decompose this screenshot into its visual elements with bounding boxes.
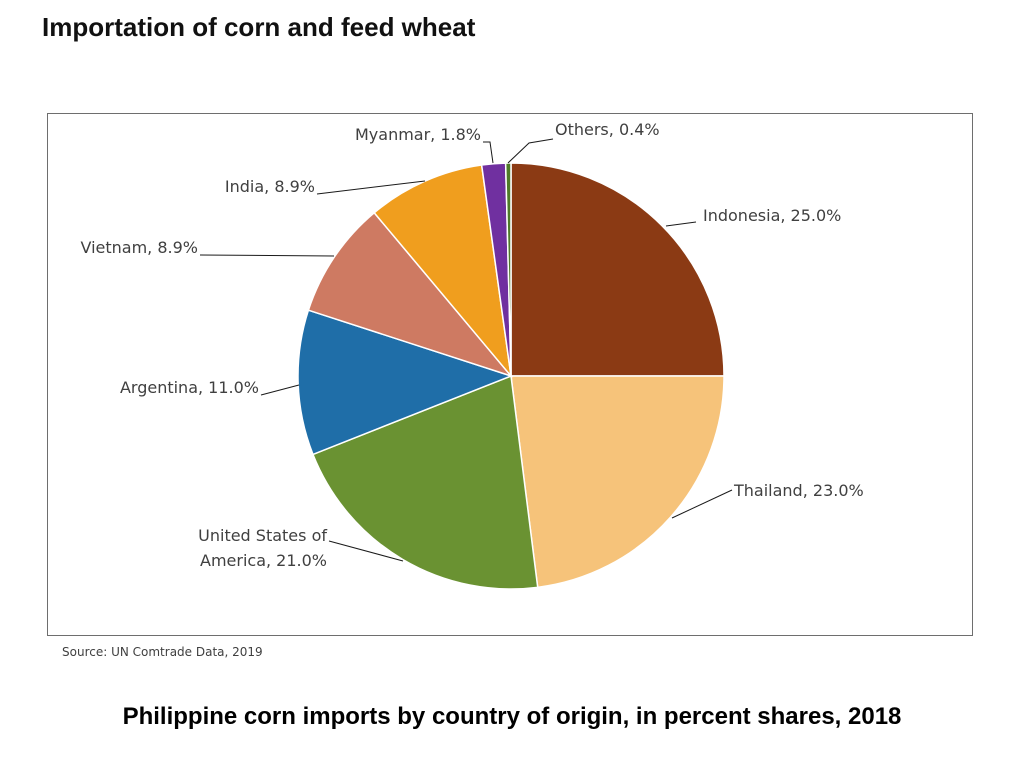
slice-label-united-states-of-america: United States of America, 21.0% — [198, 526, 327, 570]
pie-slice-indonesia — [510, 162, 725, 377]
pie-slice-thailand — [510, 375, 725, 589]
pie-slice-united-states-of-america — [311, 374, 539, 590]
chart-frame: Indonesia, 25.0% Thailand, 23.0% United St… — [47, 113, 973, 636]
leader-line-indonesia — [665, 221, 697, 227]
leader-line-argentina — [260, 384, 300, 396]
pie-slice-argentina — [297, 309, 514, 456]
pie-slice-vietnam — [307, 211, 514, 378]
pie-chart: Indonesia, 25.0% Thailand, 23.0% United St… — [80, 120, 864, 590]
slice-label-indonesia: Indonesia, 25.0% — [703, 206, 841, 225]
slice-label-thailand: Thailand, 23.0% — [733, 481, 864, 500]
page-title: Importation of corn and feed wheat — [42, 12, 476, 42]
source-note: Source: UN Comtrade Data, 2019 — [62, 645, 263, 659]
leader-line-myanmar — [483, 141, 494, 164]
labels-layer: Indonesia, 25.0% Thailand, 23.0% United St… — [80, 120, 863, 570]
leader-line-vietnam — [199, 254, 335, 257]
leader-line-others — [507, 138, 554, 164]
leader-line-thailand — [671, 489, 733, 519]
slice-label-vietnam: Vietnam, 8.9% — [80, 238, 198, 257]
slices-layer — [297, 162, 725, 590]
figure-caption: Philippine corn imports by country of or… — [122, 703, 902, 730]
slice-label-myanmar: Myanmar, 1.8% — [355, 125, 481, 144]
slice-label-others: Others, 0.4% — [555, 120, 660, 139]
leader-line-united-states-of-america — [328, 540, 404, 562]
leader-lines-layer — [199, 138, 733, 562]
slice-label-argentina: Argentina, 11.0% — [120, 378, 259, 397]
slice-label-india: India, 8.9% — [225, 177, 315, 196]
leader-line-india — [316, 180, 426, 195]
